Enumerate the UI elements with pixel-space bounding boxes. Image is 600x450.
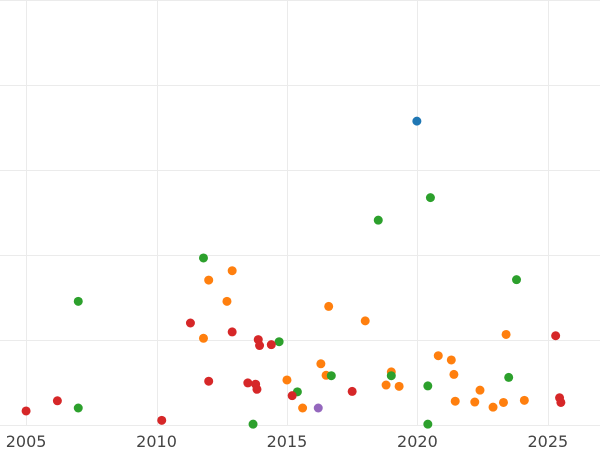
point-s1-13 bbox=[433, 351, 443, 361]
point-s1-1 bbox=[204, 275, 214, 285]
point-s1-18 bbox=[475, 385, 485, 395]
point-s1-16 bbox=[450, 396, 460, 406]
x-axis-ticks: 2005 2010 2015 2020 2025 bbox=[6, 432, 568, 450]
grid bbox=[0, 0, 600, 426]
point-s3-6 bbox=[243, 378, 253, 388]
point-s2-7 bbox=[373, 215, 383, 225]
point-s1-9 bbox=[360, 316, 370, 326]
point-s3-4 bbox=[204, 376, 214, 386]
point-s1-22 bbox=[519, 395, 529, 405]
point-s1-3 bbox=[227, 266, 237, 276]
point-s3-1 bbox=[52, 396, 62, 406]
x-tick-label-3: 2020 bbox=[397, 432, 438, 450]
point-s3-12 bbox=[287, 391, 297, 401]
point-s3-16 bbox=[556, 397, 566, 407]
point-s2-3 bbox=[248, 419, 258, 429]
point-s2-1 bbox=[73, 403, 83, 413]
x-tick-label-2: 2015 bbox=[267, 432, 308, 450]
point-s1-0 bbox=[198, 333, 208, 343]
point-s1-21 bbox=[501, 329, 511, 339]
point-s2-12 bbox=[504, 372, 514, 382]
point-s2-10 bbox=[425, 193, 435, 203]
point-s1-4 bbox=[282, 375, 292, 385]
point-s3-13 bbox=[347, 386, 357, 396]
point-s1-10 bbox=[381, 380, 391, 390]
point-s3-14 bbox=[551, 331, 561, 341]
point-s2-2 bbox=[198, 253, 208, 263]
point-s2-4 bbox=[274, 337, 284, 347]
point-s2-9 bbox=[423, 381, 433, 391]
data-points bbox=[21, 116, 566, 429]
point-s1-20 bbox=[498, 397, 508, 407]
point-s1-2 bbox=[222, 296, 232, 306]
point-s3-8 bbox=[252, 384, 262, 394]
point-s0-0 bbox=[412, 116, 422, 126]
point-s2-13 bbox=[512, 275, 522, 285]
point-s2-6 bbox=[326, 371, 336, 381]
point-s3-2 bbox=[157, 415, 167, 425]
point-s1-17 bbox=[470, 397, 480, 407]
point-s3-11 bbox=[266, 340, 276, 350]
point-s3-10 bbox=[255, 341, 265, 351]
x-tick-label-4: 2025 bbox=[527, 432, 568, 450]
point-s2-0 bbox=[73, 296, 83, 306]
point-s3-5 bbox=[227, 327, 237, 337]
point-s1-5 bbox=[298, 403, 308, 413]
point-s2-8 bbox=[386, 371, 396, 381]
point-s1-14 bbox=[446, 355, 456, 365]
point-s2-11 bbox=[423, 419, 433, 429]
point-s1-8 bbox=[324, 301, 334, 311]
point-s1-19 bbox=[488, 402, 498, 412]
point-s1-15 bbox=[449, 369, 459, 379]
x-tick-label-1: 2010 bbox=[136, 432, 177, 450]
point-s1-6 bbox=[316, 359, 326, 369]
x-tick-label-0: 2005 bbox=[6, 432, 47, 450]
point-s3-0 bbox=[21, 406, 31, 416]
point-s3-3 bbox=[185, 318, 195, 328]
point-s1-12 bbox=[394, 381, 404, 391]
point-s4-0 bbox=[313, 403, 323, 413]
